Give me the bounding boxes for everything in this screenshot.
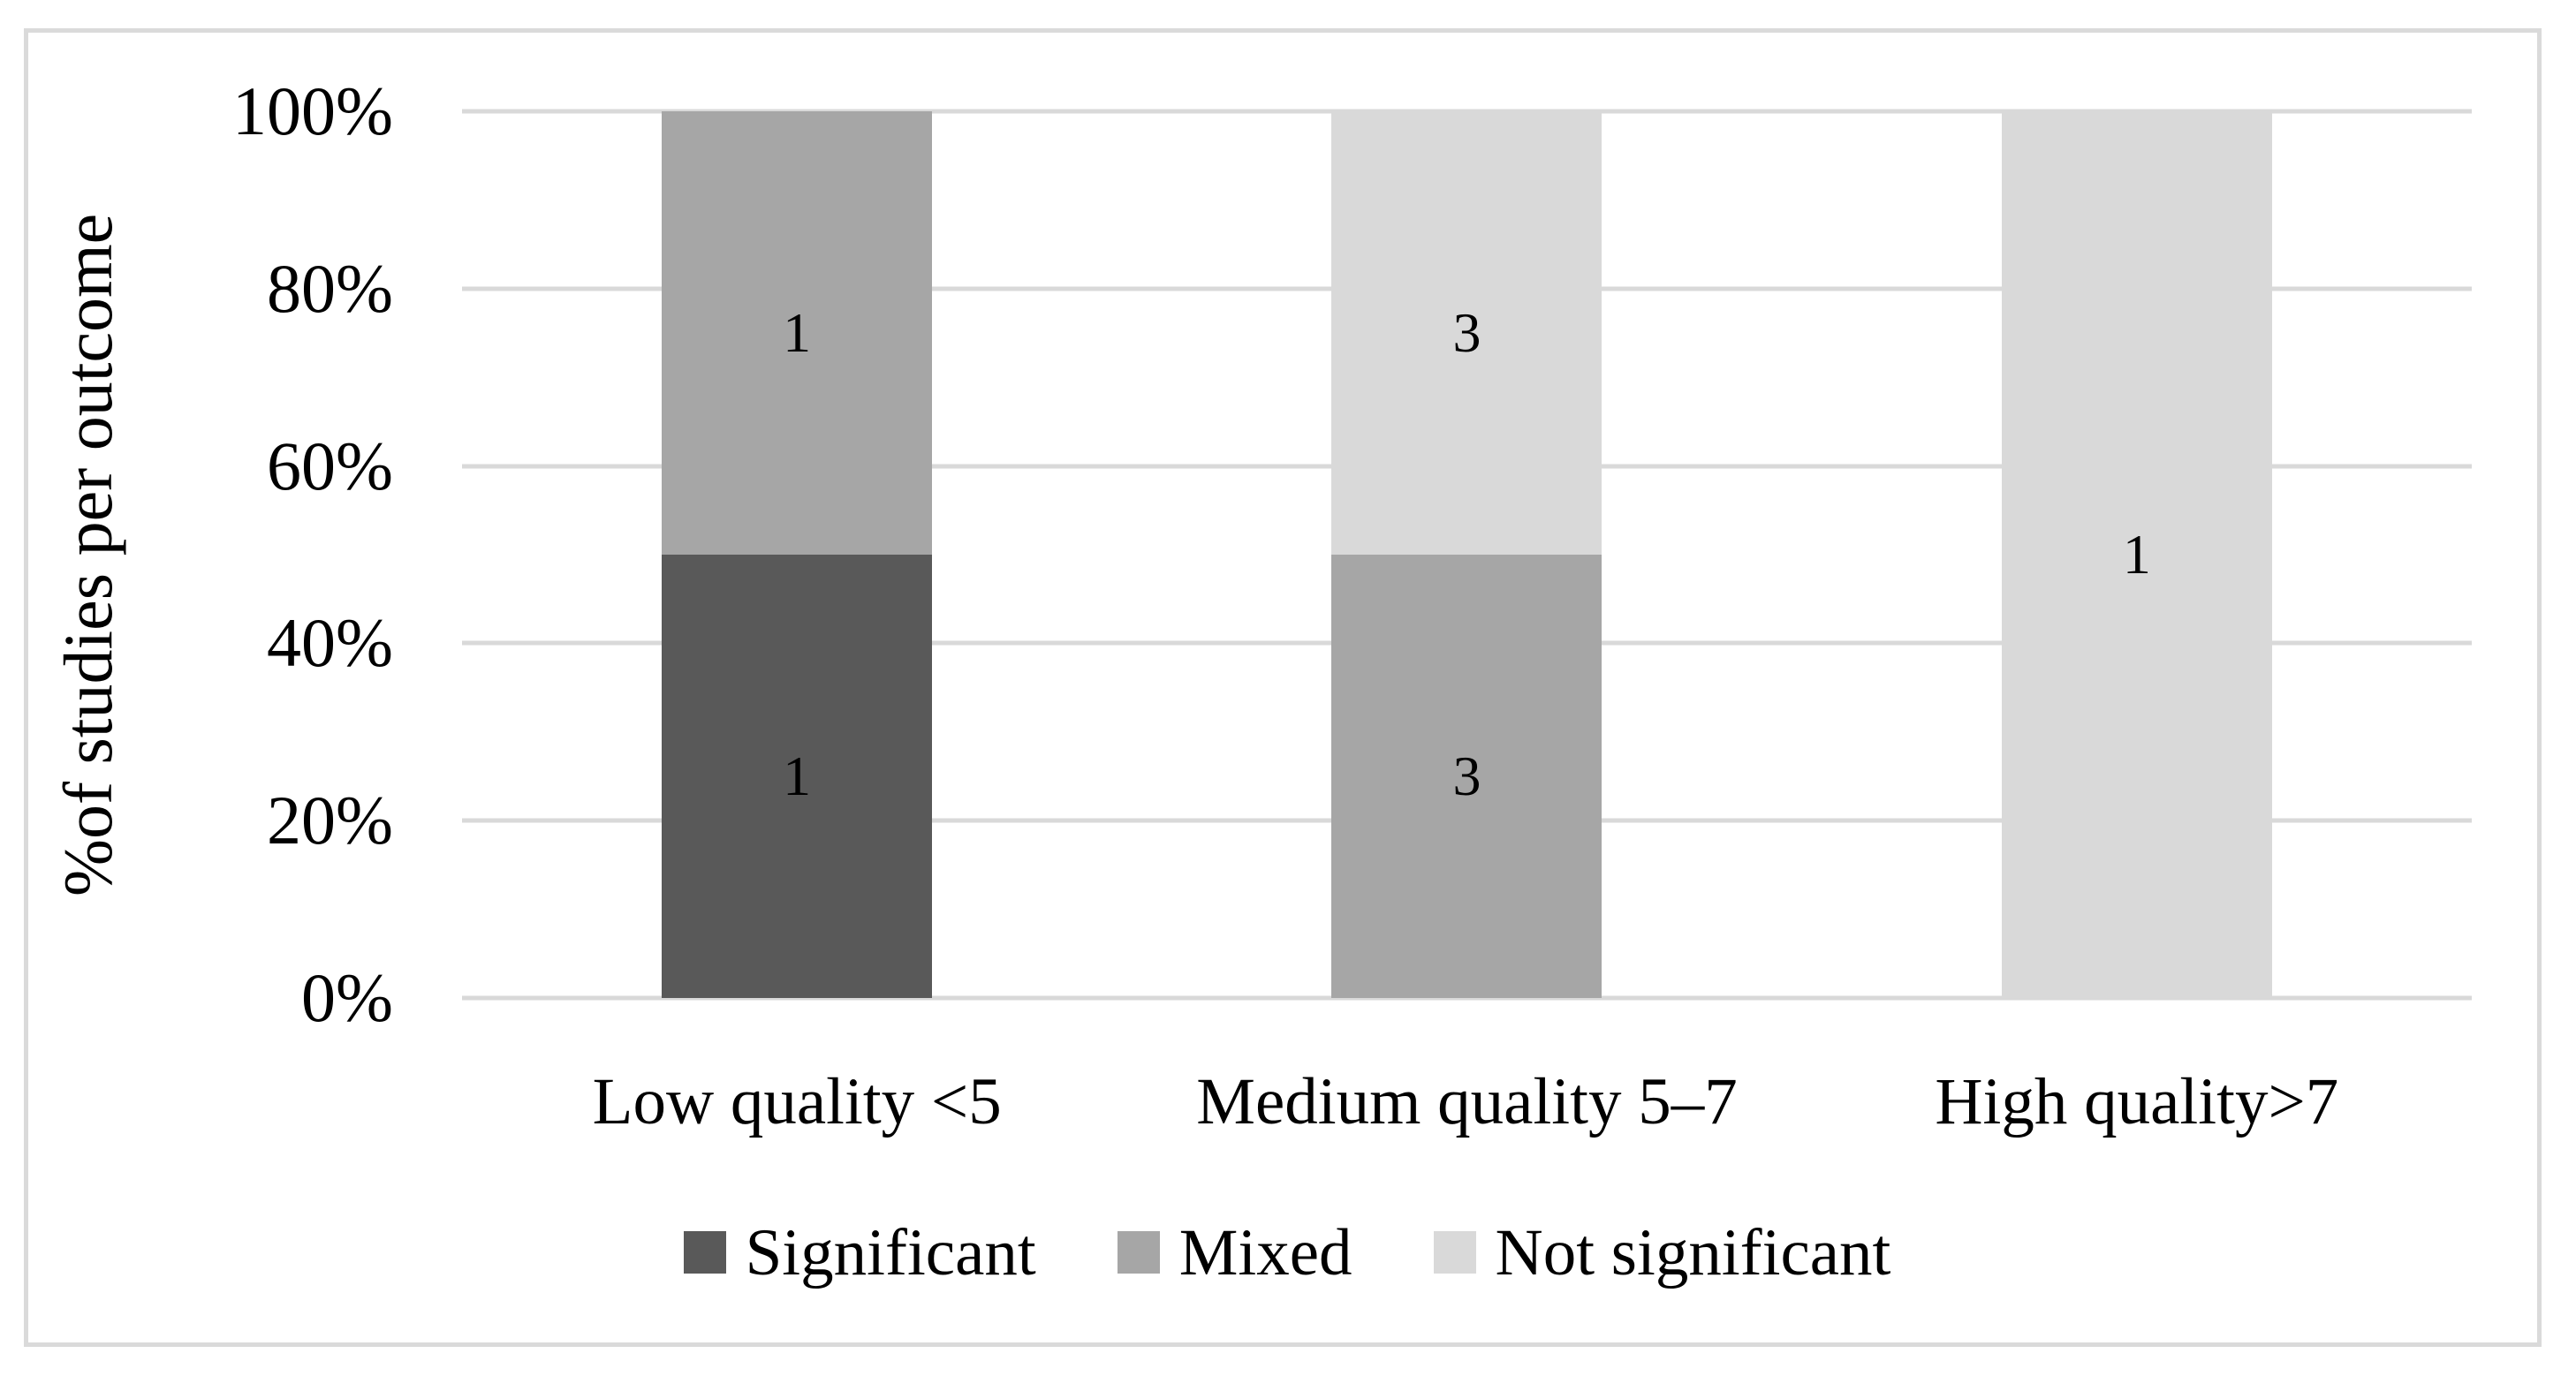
legend-label: Mixed	[1178, 1215, 1352, 1289]
legend-label: Not significant	[1495, 1215, 1891, 1289]
legend-swatch-icon	[1433, 1231, 1476, 1274]
bar-segment-label: 1	[783, 745, 812, 807]
bar-segment: 3	[1331, 111, 1602, 555]
x-category-label: High quality>7	[1935, 1065, 2339, 1138]
bar-segment: 3	[1331, 555, 1602, 998]
stacked-bar-3: 1	[2001, 111, 2272, 998]
legend-item: Significant	[683, 1215, 1036, 1289]
legend-swatch-icon	[1117, 1231, 1160, 1274]
y-tick-label: 40%	[267, 604, 393, 682]
x-axis-category-labels: Low quality <5 Medium quality 5–7 High qua…	[462, 1058, 2472, 1146]
bar-segment-label: 3	[1452, 301, 1481, 364]
legend-item: Mixed	[1117, 1215, 1352, 1289]
y-tick-label: 60%	[267, 427, 393, 504]
y-axis-tick-labels: 100% 80% 60% 40% 20% 0%	[0, 77, 393, 1032]
legend-item: Not significant	[1433, 1215, 1891, 1289]
bar-segment-label: 1	[783, 301, 812, 364]
y-tick-label: 80%	[267, 249, 393, 327]
bar-segment-label: 3	[1452, 745, 1481, 807]
legend-label: Significant	[745, 1215, 1036, 1289]
x-category-label: Low quality <5	[592, 1065, 1002, 1138]
y-tick-label: 20%	[267, 782, 393, 859]
bar-segment: 1	[2001, 111, 2272, 998]
x-category-label: Medium quality 5–7	[1196, 1065, 1738, 1138]
legend-swatch-icon	[683, 1231, 726, 1274]
bar-slot: 1	[1802, 111, 2472, 998]
bar-segment-label: 1	[2122, 523, 2151, 586]
gridline	[462, 995, 2472, 1001]
y-tick-label: 0%	[301, 959, 393, 1036]
bar-segment: 1	[662, 111, 933, 555]
y-tick-label: 100%	[232, 72, 393, 149]
legend: Significant Mixed Not significant	[24, 1217, 2550, 1288]
bar-segment: 1	[662, 555, 933, 998]
